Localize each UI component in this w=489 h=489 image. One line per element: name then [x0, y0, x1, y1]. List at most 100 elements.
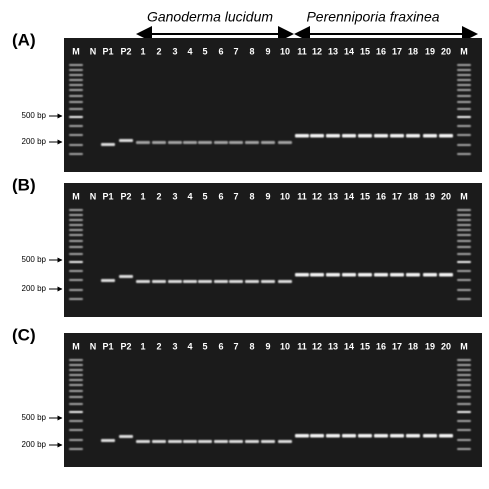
band [457, 279, 471, 281]
panel-label: (C) [12, 325, 36, 344]
band [69, 429, 83, 431]
band [69, 261, 83, 263]
band [101, 439, 115, 442]
band [457, 246, 471, 248]
band [101, 279, 115, 282]
lane-label: 11 [297, 341, 307, 351]
band [69, 403, 83, 405]
band [295, 134, 309, 138]
band [423, 434, 437, 438]
band [457, 359, 471, 361]
lane-label: 18 [408, 191, 418, 201]
lane-label: 9 [265, 46, 270, 56]
band [69, 95, 83, 97]
band [136, 440, 150, 443]
lane-label: 11 [297, 191, 307, 201]
lane-label: M [72, 341, 80, 351]
lane-label: 7 [233, 341, 238, 351]
band [457, 298, 471, 300]
band [457, 89, 471, 91]
gel [64, 183, 482, 317]
lane-label: 4 [187, 46, 192, 56]
lane-label: 11 [297, 46, 307, 56]
lane-label: M [72, 191, 80, 201]
lane-label: 16 [376, 341, 386, 351]
band [168, 141, 182, 144]
lane-label: M [460, 191, 468, 201]
lane-label: 10 [280, 191, 290, 201]
band [457, 79, 471, 81]
band [457, 390, 471, 392]
band [214, 141, 228, 144]
band [457, 253, 471, 255]
lane-label: 8 [249, 46, 254, 56]
band [69, 411, 83, 413]
band [342, 434, 356, 438]
band [457, 153, 471, 155]
lane-label: P1 [102, 46, 113, 56]
lane-label: 3 [172, 191, 177, 201]
lane-label: 1 [140, 191, 145, 201]
band [457, 261, 471, 263]
band [390, 434, 404, 438]
band [406, 134, 420, 138]
size-marker: 500 bp [22, 255, 47, 264]
lane-label: 14 [344, 191, 354, 201]
lane-label: 13 [328, 341, 338, 351]
band [295, 273, 309, 277]
panel-label: (B) [12, 175, 36, 194]
lane-label: 20 [441, 341, 451, 351]
lane-label: 18 [408, 46, 418, 56]
band [374, 134, 388, 138]
group-label: Perenniporia fraxinea [306, 9, 439, 25]
band [69, 209, 83, 211]
lane-label: 9 [265, 341, 270, 351]
size-marker: 200 bp [22, 137, 47, 146]
band [457, 420, 471, 422]
lane-label: 17 [392, 191, 402, 201]
band [101, 143, 115, 146]
lane-label: 13 [328, 191, 338, 201]
lane-label: 15 [360, 341, 370, 351]
band [69, 379, 83, 381]
band [457, 134, 471, 136]
band [457, 209, 471, 211]
size-marker: 500 bp [22, 111, 47, 120]
band [69, 134, 83, 136]
band [457, 125, 471, 127]
lane-label: 3 [172, 341, 177, 351]
band [245, 280, 259, 283]
lane-label: 8 [249, 341, 254, 351]
lane-label: P2 [120, 191, 131, 201]
band [69, 374, 83, 376]
band [326, 134, 340, 138]
lane-label: 10 [280, 341, 290, 351]
band [457, 224, 471, 226]
lane-label: 17 [392, 341, 402, 351]
band [69, 224, 83, 226]
lane-label: 10 [280, 46, 290, 56]
lane-label: 19 [425, 341, 435, 351]
band [168, 280, 182, 283]
band [261, 280, 275, 283]
band [326, 273, 340, 277]
band [183, 280, 197, 283]
band [457, 219, 471, 221]
lane-label: 2 [156, 191, 161, 201]
lane-label: N [90, 191, 97, 201]
lane-label: 19 [425, 46, 435, 56]
lane-label: 12 [312, 46, 322, 56]
band [457, 374, 471, 376]
band [198, 280, 212, 283]
band [358, 134, 372, 138]
band [168, 440, 182, 443]
band [457, 229, 471, 231]
band [423, 273, 437, 277]
band [358, 273, 372, 277]
band [457, 116, 471, 118]
lane-label: P1 [102, 191, 113, 201]
band [457, 108, 471, 110]
band [457, 384, 471, 386]
lane-label: P1 [102, 341, 113, 351]
